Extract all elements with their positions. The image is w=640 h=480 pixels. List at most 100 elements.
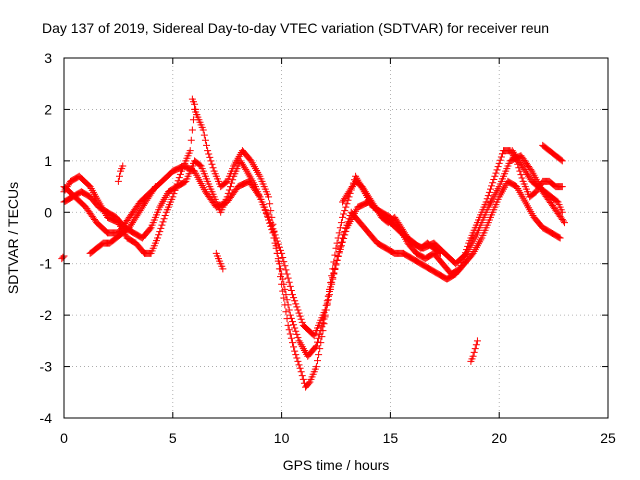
trace-a-point	[160, 215, 168, 223]
trace-a-point	[266, 200, 274, 208]
trace-c-point	[330, 269, 338, 277]
trace-c-point	[270, 228, 278, 236]
trace-a-point	[290, 343, 298, 351]
trace-a-point	[199, 126, 207, 134]
trace-c-point	[332, 260, 340, 268]
trace-b-point	[292, 327, 300, 335]
x-tick-label: 0	[60, 430, 68, 446]
trace-a-point	[297, 368, 305, 376]
trace-b-point	[291, 324, 299, 332]
x-tick-label: 10	[274, 430, 290, 446]
trace-c-point	[323, 297, 331, 305]
trace-a-point	[488, 182, 496, 190]
y-tick-label: -2	[40, 307, 53, 323]
trace-d-point	[151, 183, 159, 191]
trace-c-point	[279, 254, 287, 262]
trace-c-point	[267, 219, 275, 227]
y-tick-label: 0	[44, 204, 52, 220]
trace-e-point	[219, 265, 227, 273]
trace-a-point	[295, 361, 303, 369]
trace-c-point	[296, 312, 304, 320]
trace-a-point	[337, 219, 345, 227]
trace-a-point	[265, 193, 273, 201]
trace-a-point	[284, 321, 292, 329]
trace-e-point	[59, 253, 67, 261]
trace-a-point	[331, 251, 339, 259]
trace-a-point	[333, 239, 341, 247]
trace-c-point	[324, 292, 332, 300]
trace-c-point	[275, 243, 283, 251]
trace-a-point	[332, 244, 340, 252]
trace-a-point	[296, 364, 304, 372]
trace-a-point	[288, 339, 296, 347]
trace-c-point	[294, 306, 302, 314]
trace-e-point	[471, 345, 479, 353]
trace-c-point	[329, 274, 337, 282]
trace-c-point	[291, 297, 299, 305]
trace-a-point	[291, 347, 299, 355]
trace-a-point	[497, 153, 505, 161]
trace-c-point	[274, 240, 282, 248]
trace-e-point	[557, 156, 565, 164]
trace-c-point	[283, 270, 291, 278]
trace-a-point	[485, 188, 493, 196]
trace-b-point	[225, 186, 233, 194]
trace-a-point	[491, 172, 499, 180]
trace-c-point	[331, 264, 339, 272]
trace-b-point	[274, 255, 282, 263]
trace-b-point	[293, 330, 301, 338]
trace-e-point	[472, 341, 480, 349]
trace-a-point	[339, 213, 347, 221]
trace-b-point	[282, 291, 290, 299]
trace-b-point	[315, 334, 323, 342]
trace-a-point	[558, 183, 566, 191]
trace-c-point	[325, 287, 333, 295]
trace-a-point	[336, 224, 344, 232]
trace-c-point	[342, 227, 350, 235]
y-tick-label: -4	[40, 410, 53, 426]
trace-a-point	[156, 228, 164, 236]
trace-e-point	[192, 105, 200, 113]
trace-b-point	[287, 314, 295, 322]
trace-b-point	[146, 225, 154, 233]
trace-c-point	[295, 309, 303, 317]
trace-e-point	[191, 100, 199, 108]
plot-frame	[63, 57, 609, 419]
trace-b-point	[311, 343, 319, 351]
trace-a-point	[158, 221, 166, 229]
trace-c-point	[321, 306, 329, 314]
trace-c-point	[297, 315, 305, 323]
trace-b-point	[275, 260, 283, 268]
trace-b-point	[272, 244, 280, 252]
trace-c-point	[527, 166, 535, 174]
trace-b-point	[285, 306, 293, 314]
trace-a-point	[187, 136, 195, 144]
trace-b-point	[229, 176, 237, 184]
trace-a-point	[201, 136, 209, 144]
trace-d-point	[150, 184, 158, 192]
trace-c-point	[286, 282, 294, 290]
trace-a-point	[294, 357, 302, 365]
y-tick-label: 3	[44, 50, 52, 66]
trace-c-point	[336, 245, 344, 253]
trace-a-point	[482, 198, 490, 206]
trace-a-point	[489, 179, 497, 187]
trace-c-point	[293, 303, 301, 311]
trace-a-point	[340, 210, 348, 218]
trace-c-point	[327, 283, 335, 291]
trace-a-point	[176, 170, 184, 178]
trace-c-point	[340, 235, 348, 243]
trace-a-point	[305, 379, 313, 387]
trace-a-point	[298, 372, 306, 380]
trace-a-point	[186, 147, 194, 155]
trace-a-point	[208, 160, 216, 168]
trace-e-point	[469, 352, 477, 360]
trace-c-point	[277, 246, 285, 254]
trace-a-point	[484, 192, 492, 200]
trace-e-point	[193, 111, 201, 119]
y-tick-label: -3	[40, 359, 53, 375]
trace-a-point	[286, 330, 294, 338]
x-axis-label: GPS time / hours	[283, 457, 390, 473]
trace-b-point	[294, 334, 302, 342]
x-tick-label: 25	[600, 430, 616, 446]
